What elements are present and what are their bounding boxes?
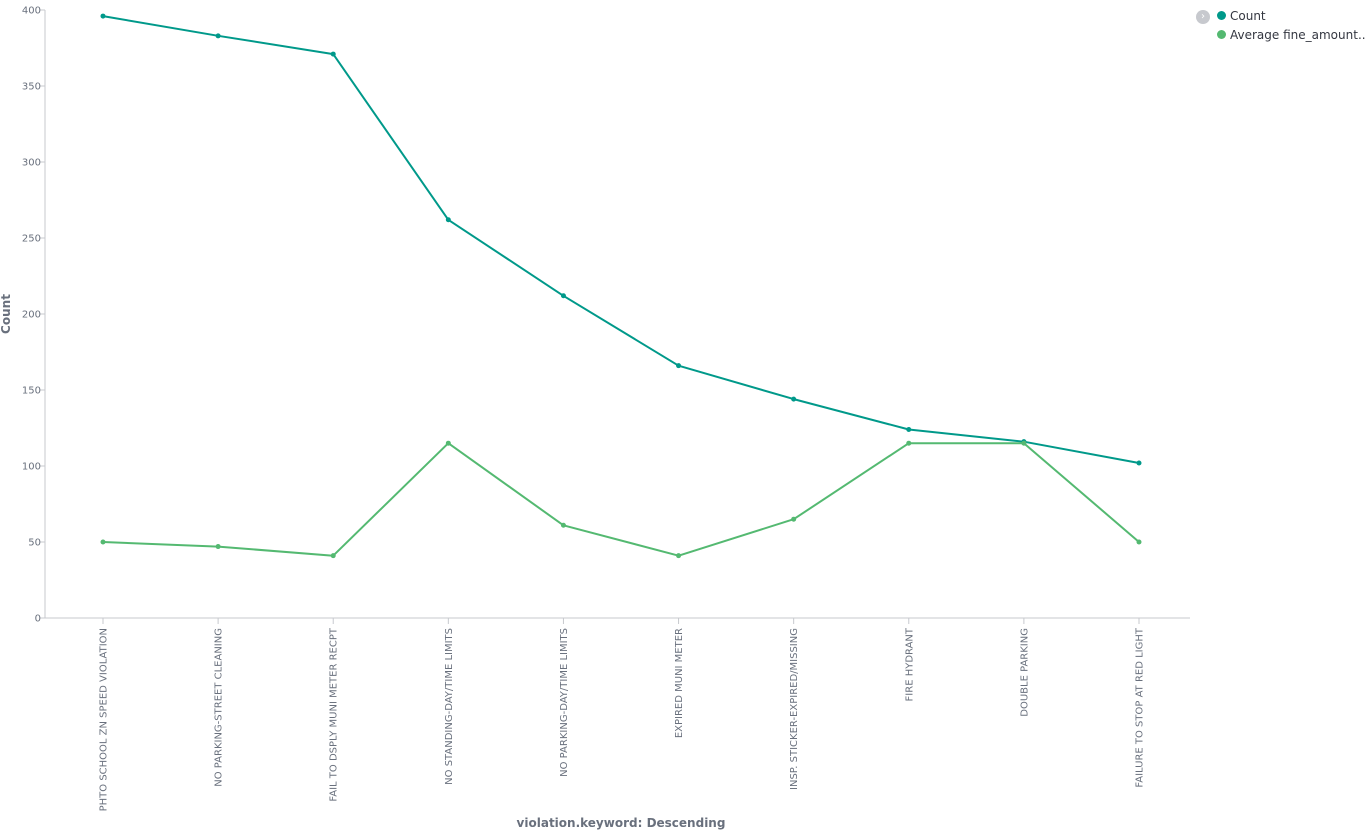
data-point <box>215 544 221 550</box>
data-point <box>100 539 106 545</box>
legend: › Count Average fine_amount... <box>1196 6 1365 44</box>
data-point <box>445 217 451 223</box>
data-point <box>1136 539 1142 545</box>
legend-swatch-count <box>1217 11 1226 20</box>
data-point <box>560 522 566 528</box>
y-axis-title: Count <box>0 294 13 334</box>
y-tick-label: 200 <box>22 310 41 321</box>
x-tick-label: FAIL TO DSPLY MUNI METER RECPT <box>329 627 340 801</box>
data-point <box>215 33 221 39</box>
chevron-right-icon[interactable]: › <box>1196 10 1210 24</box>
data-point <box>445 440 451 446</box>
data-point <box>676 553 682 559</box>
y-tick-label: 150 <box>22 386 41 397</box>
y-tick-label: 0 <box>35 614 41 625</box>
data-point <box>791 396 797 402</box>
legend-label-average-fine-amount: Average fine_amount... <box>1230 27 1365 42</box>
legend-list: Count Average fine_amount... <box>1217 6 1365 44</box>
data-point <box>100 13 106 19</box>
y-axis: 0 50 100 150 200 250 300 350 400 <box>22 6 46 625</box>
x-tick-label: FAILURE TO STOP AT RED LIGHT <box>1135 627 1146 787</box>
data-point <box>1136 460 1142 466</box>
data-point <box>676 363 682 369</box>
series-layer <box>100 13 1142 559</box>
y-tick-label: 100 <box>22 462 41 473</box>
data-point <box>906 427 912 433</box>
legend-label-count: Count <box>1230 8 1266 23</box>
x-tick-label: NO PARKING-STREET CLEANING <box>214 628 225 787</box>
y-tick-label: 250 <box>22 234 41 245</box>
data-point <box>330 51 336 57</box>
x-tick-label: DOUBLE PARKING <box>1019 628 1030 717</box>
y-tick-label: 50 <box>28 538 41 549</box>
y-tick-label: 350 <box>22 82 41 93</box>
data-point <box>330 553 336 559</box>
legend-item-average-fine-amount[interactable]: Average fine_amount... <box>1217 25 1365 44</box>
x-tick-label: NO STANDING-DAY/TIME LIMITS <box>444 628 455 785</box>
data-point <box>906 440 912 446</box>
series-line-0 <box>102 15 1140 464</box>
data-point <box>791 516 797 522</box>
y-tick-label: 400 <box>22 6 41 17</box>
legend-swatch-average-fine-amount <box>1217 30 1226 39</box>
x-axis: PHTO SCHOOL ZN SPEED VIOLATION NO PARKING… <box>45 617 1190 811</box>
data-point <box>560 293 566 299</box>
y-tick-label: 300 <box>22 158 41 169</box>
x-tick-label: FIRE HYDRANT <box>904 627 915 701</box>
x-tick-label: NO PARKING-DAY/TIME LIMITS <box>559 628 570 777</box>
x-tick-label: PHTO SCHOOL ZN SPEED VIOLATION <box>99 628 110 811</box>
x-tick-label: EXPIRED MUNI METER <box>674 628 685 738</box>
x-tick-label: INSP. STICKER-EXPIRED/MISSING <box>789 628 800 790</box>
legend-item-count[interactable]: Count <box>1217 6 1365 25</box>
x-axis-title: violation.keyword: Descending <box>517 816 726 830</box>
series-line-1 <box>102 442 1140 557</box>
data-point <box>1021 440 1027 446</box>
